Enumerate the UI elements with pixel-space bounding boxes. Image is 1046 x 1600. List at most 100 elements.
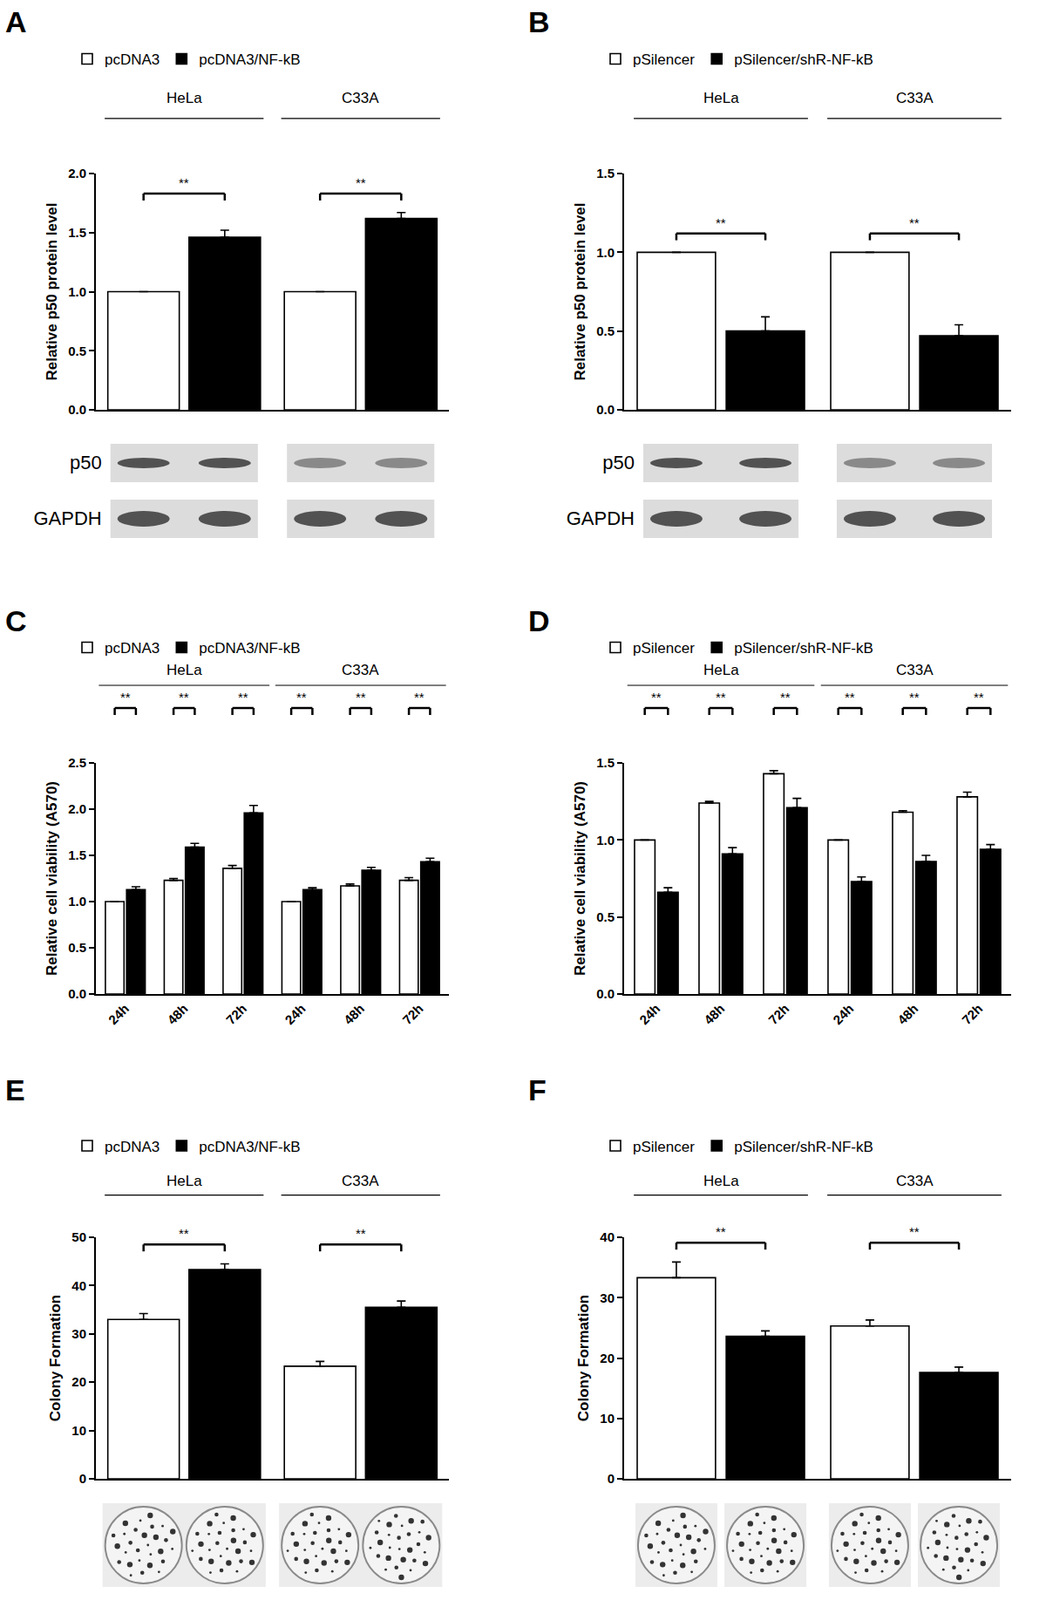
svg-text:**: ** [296,689,307,705]
svg-text:24h: 24h [281,1000,308,1027]
svg-text:C: C [5,604,28,638]
svg-text:pcDNA3/NF-kB: pcDNA3/NF-kB [198,51,300,68]
svg-text:0.0: 0.0 [67,985,87,1001]
svg-text:**: ** [715,689,727,705]
svg-text:1.0: 1.0 [67,284,87,299]
svg-text:C33A: C33A [896,89,934,107]
svg-text:A: A [5,5,28,39]
svg-text:20: 20 [71,1373,87,1389]
svg-text:HeLa: HeLa [703,89,740,107]
svg-text:30: 30 [599,1290,615,1305]
svg-text:10: 10 [599,1410,615,1426]
svg-text:1.0: 1.0 [596,832,615,848]
svg-text:Relative p50 protein level: Relative p50 protein level [43,202,61,381]
svg-text:**: ** [120,689,131,705]
svg-text:F: F [528,1073,547,1107]
svg-text:40: 40 [71,1277,87,1293]
svg-text:24h: 24h [636,1000,663,1027]
svg-text:Relative p50 protein level: Relative p50 protein level [571,202,589,381]
svg-text:pcDNA3/NF-kB: pcDNA3/NF-kB [198,639,300,657]
svg-text:Relative cell viability (A570): Relative cell viability (A570) [571,781,589,976]
svg-text:D: D [528,604,551,638]
svg-text:**: ** [178,1225,190,1241]
svg-text:40: 40 [599,1229,615,1244]
svg-text:pcDNA3: pcDNA3 [104,639,160,657]
svg-text:**: ** [715,1223,727,1239]
svg-text:1.0: 1.0 [596,244,615,260]
svg-text:**: ** [651,689,662,705]
svg-text:C33A: C33A [896,1172,934,1189]
svg-text:1.5: 1.5 [67,224,87,240]
svg-text:10: 10 [71,1422,87,1438]
svg-text:0: 0 [607,1470,615,1486]
svg-text:72h: 72h [399,1000,426,1027]
svg-text:48h: 48h [700,1000,727,1027]
svg-text:Colony Formation: Colony Formation [47,1294,64,1421]
svg-text:**: ** [909,689,920,705]
svg-text:p50: p50 [69,451,102,474]
svg-text:HeLa: HeLa [703,1172,740,1189]
svg-text:**: ** [414,689,425,705]
svg-text:C33A: C33A [896,661,934,679]
svg-text:p50: p50 [602,451,635,474]
svg-text:24h: 24h [105,1000,132,1027]
svg-text:1.5: 1.5 [596,165,615,181]
svg-text:GAPDH: GAPDH [566,507,635,530]
svg-text:GAPDH: GAPDH [33,507,102,530]
svg-text:50: 50 [71,1229,87,1244]
svg-text:0.0: 0.0 [596,985,615,1001]
svg-text:30: 30 [71,1325,87,1341]
svg-text:20: 20 [599,1350,615,1366]
svg-text:pSilencer/shR-NF-kB: pSilencer/shR-NF-kB [733,639,874,657]
svg-text:pcDNA3: pcDNA3 [104,51,160,68]
svg-text:**: ** [909,1223,920,1239]
svg-text:0.5: 0.5 [596,323,615,339]
svg-text:0.0: 0.0 [67,401,87,417]
svg-text:0.5: 0.5 [67,343,87,359]
svg-text:0.5: 0.5 [67,939,87,955]
svg-text:1.0: 1.0 [67,893,87,909]
svg-text:72h: 72h [223,1000,250,1027]
svg-text:**: ** [715,215,727,231]
svg-text:C33A: C33A [341,1172,380,1189]
svg-text:0.5: 0.5 [596,909,615,924]
svg-text:48h: 48h [163,1000,191,1027]
svg-text:0.0: 0.0 [596,401,615,417]
svg-text:pcDNA3: pcDNA3 [104,1138,160,1155]
svg-text:Colony Formation: Colony Formation [575,1294,592,1421]
svg-text:HeLa: HeLa [166,89,203,107]
svg-text:pSilencer: pSilencer [632,1138,695,1155]
svg-text:0: 0 [79,1470,87,1486]
svg-text:**: ** [780,689,791,705]
svg-text:2.0: 2.0 [67,801,87,816]
svg-text:HeLa: HeLa [166,661,203,679]
svg-text:**: ** [973,689,985,705]
svg-text:48h: 48h [894,1000,921,1027]
svg-text:**: ** [844,689,856,705]
svg-text:48h: 48h [340,1000,367,1027]
svg-text:pSilencer/shR-NF-kB: pSilencer/shR-NF-kB [733,51,874,68]
svg-text:HeLa: HeLa [166,1172,203,1189]
svg-text:**: ** [178,175,190,191]
svg-text:2.0: 2.0 [67,165,87,181]
svg-text:pSilencer: pSilencer [632,51,695,68]
svg-text:pSilencer: pSilencer [632,639,695,657]
svg-text:1.5: 1.5 [67,847,87,863]
svg-text:**: ** [237,689,249,705]
svg-text:**: ** [355,175,367,191]
svg-text:**: ** [355,1225,367,1241]
svg-text:HeLa: HeLa [703,661,740,679]
svg-text:pSilencer/shR-NF-kB: pSilencer/shR-NF-kB [733,1138,874,1155]
svg-text:C33A: C33A [341,661,380,679]
svg-text:Relative cell viability (A570): Relative cell viability (A570) [43,781,61,976]
svg-text:E: E [5,1073,26,1107]
svg-text:pcDNA3/NF-kB: pcDNA3/NF-kB [198,1138,300,1155]
svg-text:**: ** [178,689,190,705]
svg-text:72h: 72h [958,1000,985,1027]
svg-text:1.5: 1.5 [596,754,615,770]
svg-text:**: ** [355,689,367,705]
svg-text:24h: 24h [829,1000,856,1027]
svg-text:72h: 72h [765,1000,792,1027]
svg-text:C33A: C33A [341,89,380,107]
svg-text:B: B [528,5,551,39]
